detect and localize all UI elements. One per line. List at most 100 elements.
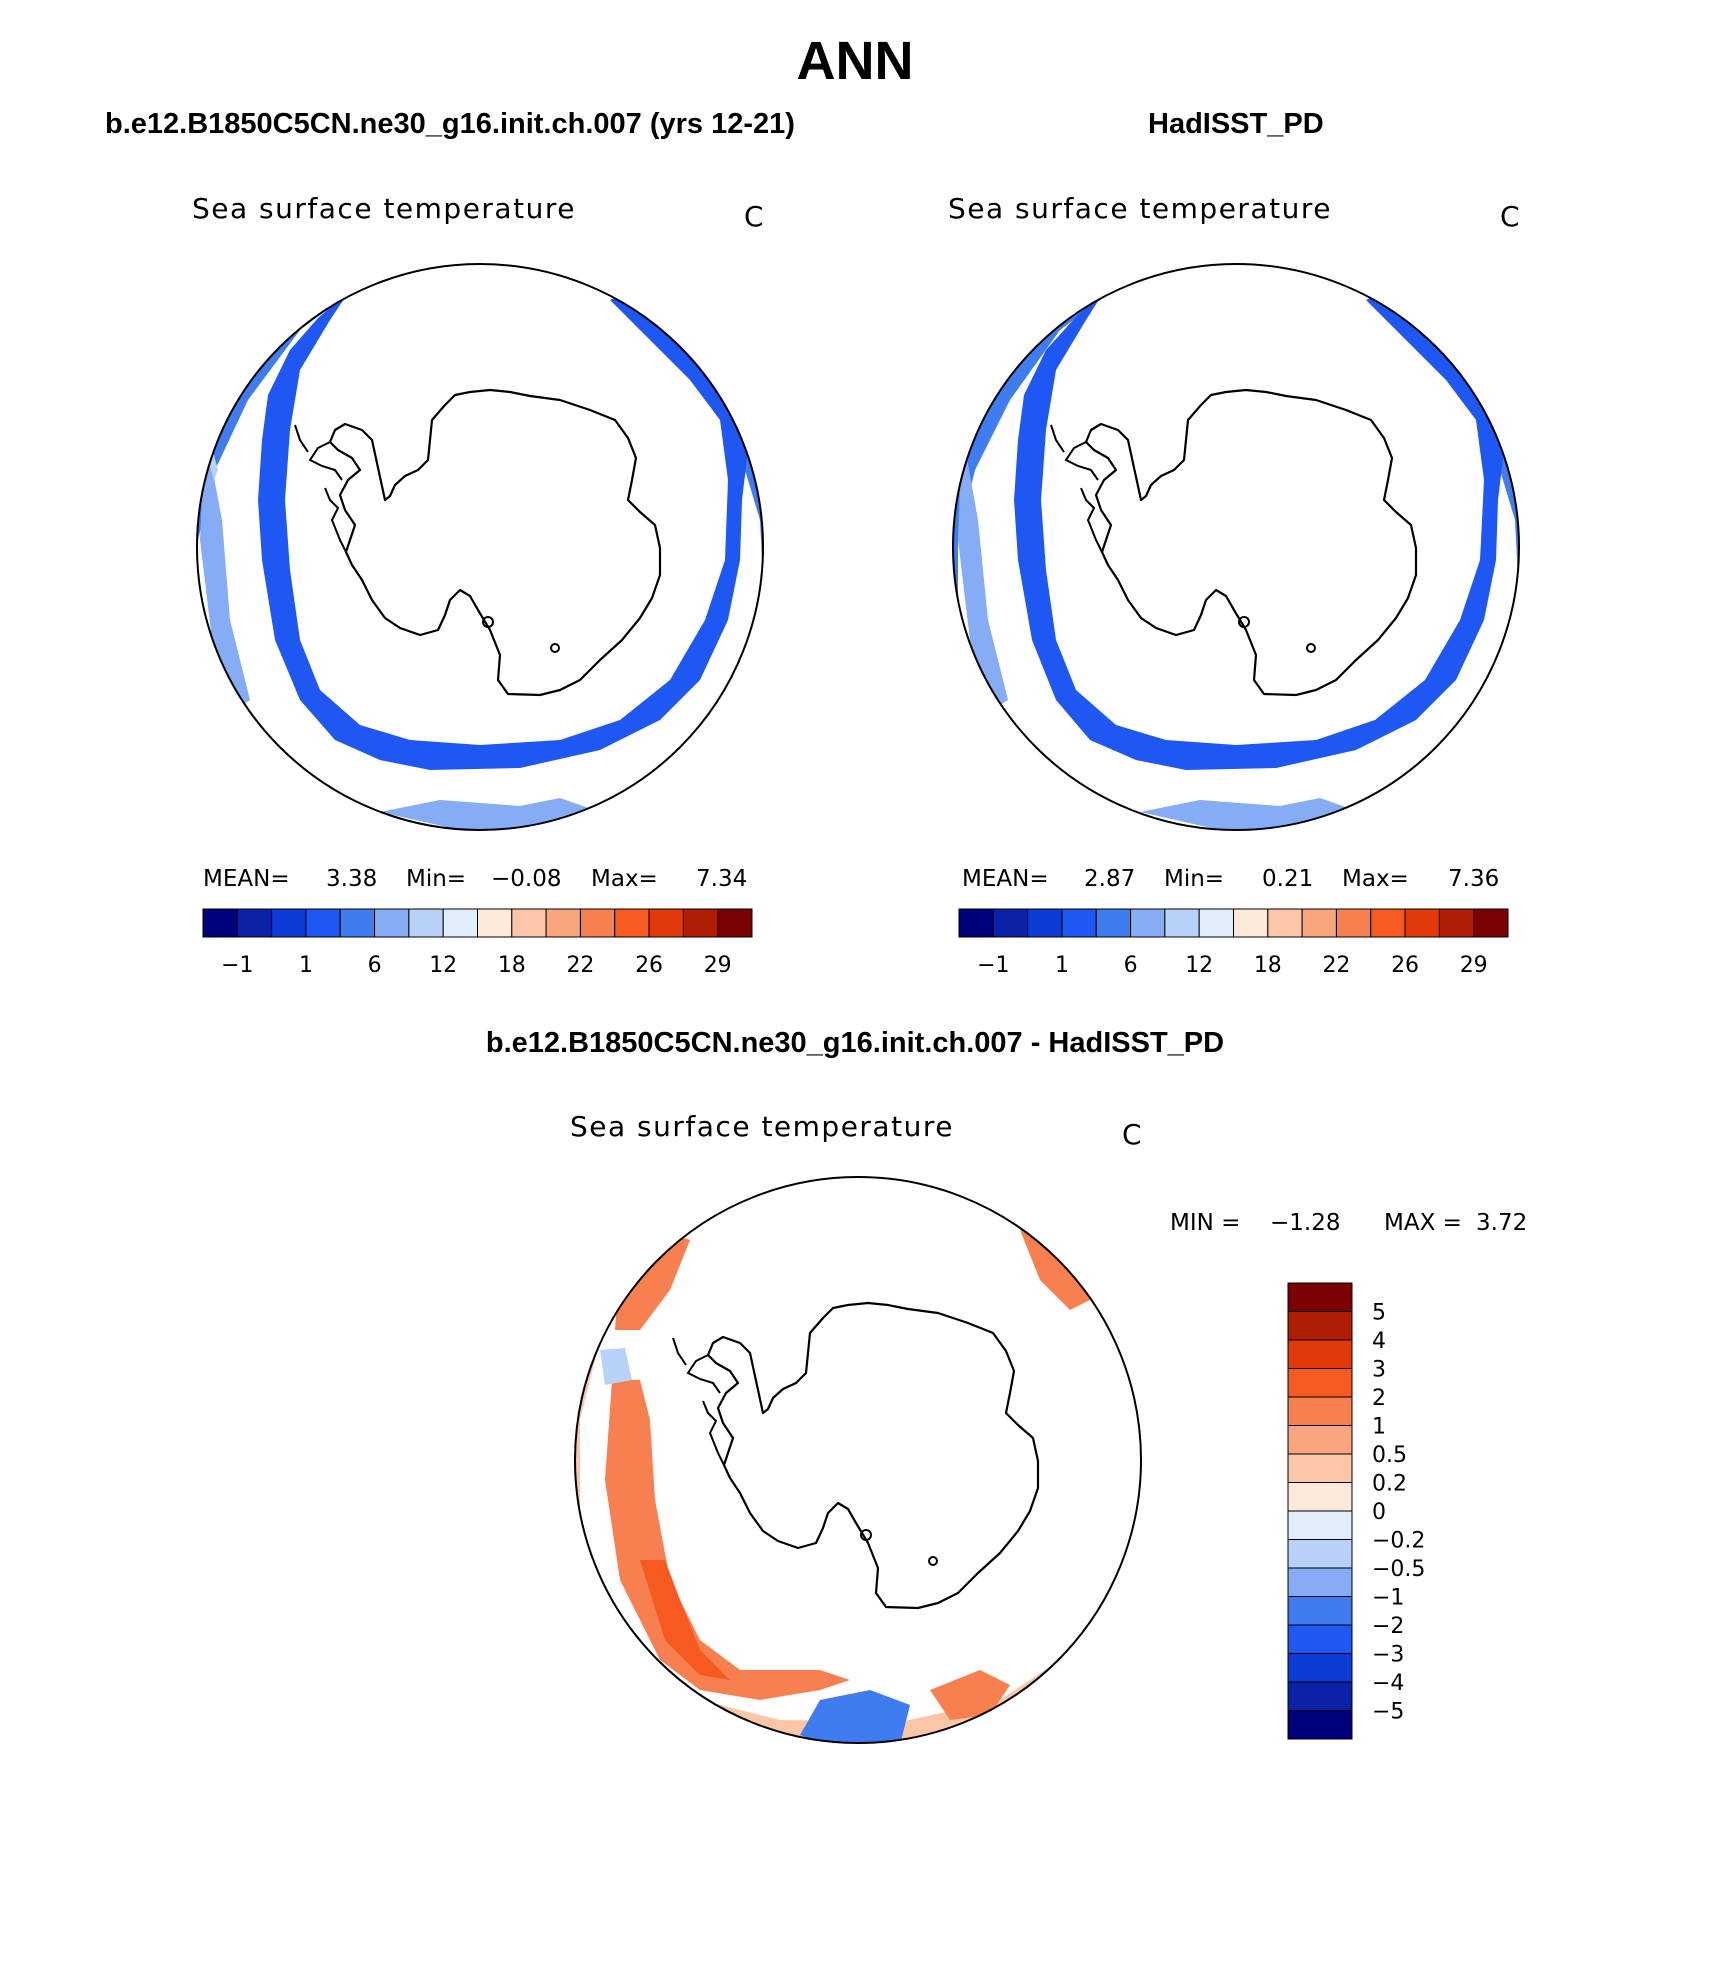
colorbar-tick-label: 0.5	[1372, 1443, 1407, 1468]
antarctica-coastline	[328, 388, 662, 697]
model-units: C	[744, 200, 766, 233]
diff-cold-patch	[800, 1690, 910, 1743]
diff-sst-map	[574, 1176, 1142, 1744]
colorbar-swatch	[1335, 908, 1372, 938]
diff-cool-patch	[600, 1348, 632, 1385]
colorbar-swatch	[1027, 908, 1063, 938]
diff-min-value: −1.28	[1270, 1210, 1341, 1236]
island	[550, 643, 560, 653]
model-mean-value: 3.38	[326, 866, 378, 892]
island	[928, 1556, 938, 1566]
colorbar-swatch	[1198, 908, 1234, 938]
colorbar-swatch	[1130, 908, 1166, 938]
colorbar-swatch	[1287, 1624, 1353, 1654]
ocean-warm-patch	[958, 430, 1008, 710]
map-frame	[196, 263, 764, 831]
colorbar-swatch	[1287, 1453, 1353, 1483]
model-field-label: Sea surface temperature	[192, 192, 576, 225]
colorbar-swatch	[1287, 1396, 1353, 1426]
colorbar-swatch	[1287, 1368, 1353, 1398]
colorbar-swatch	[958, 908, 994, 938]
obs-colorbar: −1 1 6 12 18 22 26 29	[958, 908, 1509, 978]
colorbar-swatch	[202, 908, 238, 938]
model-max-label: Max=	[591, 866, 658, 892]
colorbar-tick-label: 0.2	[1372, 1472, 1407, 1497]
colorbar-swatch	[236, 908, 273, 938]
diff-southeast-patch	[930, 1670, 1010, 1720]
colorbar-tick-label: −1	[1372, 1586, 1404, 1611]
obs-sst-map	[952, 263, 1520, 831]
model-max-value: 7.34	[696, 866, 748, 892]
obs-panel-title: HadISST_PD	[1148, 108, 1324, 140]
island	[1238, 616, 1250, 628]
antarctica-coastline	[1084, 388, 1418, 697]
colorbar-swatch	[1370, 908, 1406, 938]
colorbar-swatch	[408, 908, 444, 938]
colorbar-tick-label: −0.2	[1372, 1529, 1425, 1554]
model-min-label: Min=	[406, 866, 467, 892]
colorbar-tick-label: 1	[1055, 953, 1069, 978]
diff-min-label: MIN =	[1170, 1210, 1241, 1236]
obs-units: C	[1500, 200, 1522, 233]
diff-northeast-patch	[1020, 1230, 1090, 1310]
diff-max-value: 3.72	[1476, 1210, 1528, 1236]
island	[860, 1529, 872, 1541]
colorbar-tick-label: 6	[1124, 953, 1138, 978]
antarctic-peninsula	[294, 424, 347, 553]
colorbar-tick-label: 0	[1372, 1500, 1386, 1525]
colorbar-swatch	[1287, 1339, 1353, 1369]
colorbar-swatch	[1404, 908, 1440, 938]
colorbar-tick-label: −0.5	[1372, 1557, 1425, 1582]
colorbar-swatch	[1287, 1425, 1353, 1455]
colorbar-tick-label: 18	[498, 953, 526, 978]
colorbar-tick-label: 1	[1372, 1415, 1386, 1440]
colorbar-tick-label: −1	[221, 953, 253, 978]
obs-mean-label: MEAN=	[962, 866, 1049, 892]
colorbar-tick-label: 12	[1185, 953, 1213, 978]
colorbar-swatch	[1267, 908, 1303, 938]
island	[482, 616, 494, 628]
antarctic-peninsula	[1050, 424, 1103, 553]
obs-mean-value: 2.87	[1084, 866, 1136, 892]
diff-strong-ridge	[640, 1560, 730, 1680]
colorbar-swatch	[1061, 908, 1097, 938]
island	[1306, 643, 1316, 653]
colorbar-swatch	[339, 908, 376, 938]
colorbar-tick-label: −5	[1372, 1700, 1404, 1725]
colorbar-tick-label: 12	[429, 953, 457, 978]
colorbar-swatch	[1287, 1567, 1353, 1597]
diff-panel-title: b.e12.B1850C5CN.ne30_g16.init.ch.007 - H…	[485, 1027, 1225, 1059]
colorbar-tick-label: −1	[977, 953, 1009, 978]
colorbar-tick-label: −4	[1372, 1671, 1404, 1696]
model-panel-title: b.e12.B1850C5CN.ne30_g16.init.ch.007 (yr…	[105, 108, 795, 140]
colorbar-swatch	[579, 908, 616, 938]
colorbar-swatch	[1164, 908, 1200, 938]
colorbar-swatch	[614, 908, 650, 938]
colorbar-tick-label: 2	[1372, 1386, 1386, 1411]
colorbar-swatch	[1287, 1311, 1353, 1341]
colorbar-tick-label: 5	[1372, 1301, 1386, 1326]
colorbar-swatch	[271, 908, 307, 938]
colorbar-swatch	[717, 908, 753, 938]
colorbar-swatch	[1233, 908, 1269, 938]
diff-units: C	[1122, 1118, 1144, 1151]
antarctic-peninsula	[672, 1337, 725, 1466]
colorbar-swatch	[511, 908, 547, 938]
colorbar-swatch	[374, 908, 410, 938]
colorbar-swatch	[1287, 1596, 1353, 1626]
colorbar-swatch	[1301, 908, 1337, 938]
map-frame	[952, 263, 1520, 831]
model-colorbar: −1 1 6 12 18 22 26 29	[202, 908, 753, 978]
colorbar-tick-label: 29	[704, 953, 732, 978]
colorbar-tick-label: 3	[1372, 1358, 1386, 1383]
colorbar-tick-label: 22	[1322, 953, 1350, 978]
colorbar-tick-label: 26	[1391, 953, 1419, 978]
obs-max-label: Max=	[1342, 866, 1409, 892]
main-title: ANN	[796, 31, 914, 91]
diff-field-label: Sea surface temperature	[570, 1110, 954, 1143]
colorbar-swatch	[1287, 1653, 1353, 1683]
colorbar-swatch	[1287, 1510, 1353, 1540]
colorbar-swatch	[1473, 908, 1509, 938]
diff-colorbar: 5 4 3 2 1 0.5 0.2 0 −0.2 −0.5 −1 −2 −3 −4 −5	[1287, 1282, 1425, 1740]
colorbar-swatch	[442, 908, 478, 938]
